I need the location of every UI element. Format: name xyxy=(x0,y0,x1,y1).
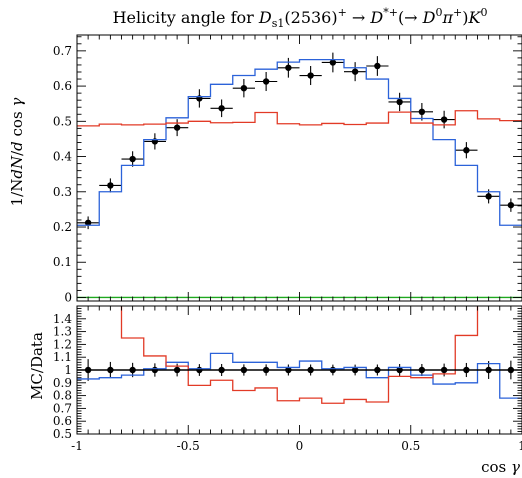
main-point-marker xyxy=(218,105,225,112)
main-y-tick-label: 0 xyxy=(64,290,72,304)
main-data-point xyxy=(277,57,300,78)
main-data-point xyxy=(210,99,233,118)
ratio-axis-ticks: 0.50.60.70.80.911.11.21.31.4-1-0.500.51 xyxy=(53,305,522,453)
main-y-tick-label: 0.2 xyxy=(53,220,72,234)
main-data-point xyxy=(499,198,522,212)
main-data-point xyxy=(455,142,478,159)
main-y-tick-label: 0.1 xyxy=(53,255,72,269)
ratio-y-tick-label: 0.9 xyxy=(53,376,72,390)
main-y-tick-label: 0.7 xyxy=(53,44,72,58)
main-point-marker xyxy=(84,219,92,226)
main-axis-ticks: 0 0.1 0.2 0.3 0.4 0.5 0.6 0.7 xyxy=(53,35,522,304)
ratio-y-tick-label: 1.2 xyxy=(53,337,72,351)
ratio-y-tick-label: 1 xyxy=(64,363,72,377)
ratio-y-axis-title: MC/Data xyxy=(28,332,46,400)
main-y-tick-label: 0.6 xyxy=(53,79,72,93)
ratio-data-marks xyxy=(77,306,522,404)
main-step-series-1 xyxy=(77,59,522,226)
ratio-y-tick-label: 1.1 xyxy=(53,350,72,364)
ratio-y-tick-label: 0.5 xyxy=(53,427,72,441)
main-point-marker xyxy=(374,62,381,70)
main-data-point xyxy=(344,62,367,82)
main-data-point xyxy=(255,71,278,92)
x-tick-label: -1 xyxy=(71,439,83,453)
main-point-marker xyxy=(173,124,181,131)
main-y-tick-label: 0.3 xyxy=(53,185,72,199)
main-point-marker xyxy=(463,147,470,154)
main-data-point xyxy=(388,92,411,112)
main-data-point xyxy=(366,56,389,76)
main-data-point xyxy=(188,89,211,108)
main-data-marks xyxy=(77,52,522,299)
x-tick-label: 0 xyxy=(296,439,304,453)
ratio-y-tick-label: 0.6 xyxy=(53,414,72,428)
main-point-marker xyxy=(396,98,403,106)
ratio-y-tick-label: 0.7 xyxy=(53,401,72,415)
main-data-point xyxy=(410,102,433,121)
main-y-axis-title: 1/NdN/d cos γ xyxy=(8,98,26,207)
main-data-point xyxy=(433,110,456,129)
main-point-marker xyxy=(418,108,426,116)
main-data-point xyxy=(99,178,122,193)
main-data-point xyxy=(121,151,144,167)
main-data-point xyxy=(232,79,255,98)
ratio-y-tick-label: 0.8 xyxy=(53,389,72,403)
main-plot-panel: 0 0.1 0.2 0.3 0.4 0.5 0.6 0.7 xyxy=(53,34,522,304)
main-data-point xyxy=(143,133,166,150)
main-data-point xyxy=(77,216,100,230)
main-point-marker xyxy=(262,78,270,85)
main-point-marker xyxy=(107,182,114,189)
main-data-point xyxy=(321,52,344,73)
main-y-tick-label: 0.4 xyxy=(53,150,72,164)
main-step-series-2 xyxy=(77,110,522,127)
main-data-point xyxy=(299,66,322,86)
main-point-marker xyxy=(440,116,448,123)
x-axis-title: cos γ xyxy=(481,458,520,476)
x-tick-label: 0.5 xyxy=(401,439,420,453)
ratio-y-tick-label: 1.3 xyxy=(53,325,72,339)
main-point-marker xyxy=(307,72,314,79)
ratio-step-series-2 xyxy=(120,306,479,404)
ratio-step-series-1 xyxy=(77,352,522,399)
main-y-tick-label: 0.5 xyxy=(53,114,72,128)
main-point-marker xyxy=(285,64,292,71)
main-point-marker xyxy=(129,155,136,163)
x-tick-label: 1 xyxy=(518,439,522,453)
chart-title: Helicity angle for Ds1(2536)+ → D*+(→ D0… xyxy=(113,6,488,30)
main-point-marker xyxy=(240,85,248,92)
main-data-point xyxy=(166,119,189,137)
main-point-marker xyxy=(329,59,337,66)
main-point-marker xyxy=(485,193,492,200)
x-tick-label: -0.5 xyxy=(177,439,200,453)
main-point-marker xyxy=(351,68,359,75)
main-point-marker xyxy=(507,201,515,209)
ratio-plot-frame xyxy=(76,305,522,435)
main-plot-frame xyxy=(76,34,522,302)
ratio-plot-panel: 0.50.60.70.80.911.11.21.31.4-1-0.500.51 xyxy=(53,305,522,453)
ratio-y-tick-label: 1.4 xyxy=(53,312,72,326)
